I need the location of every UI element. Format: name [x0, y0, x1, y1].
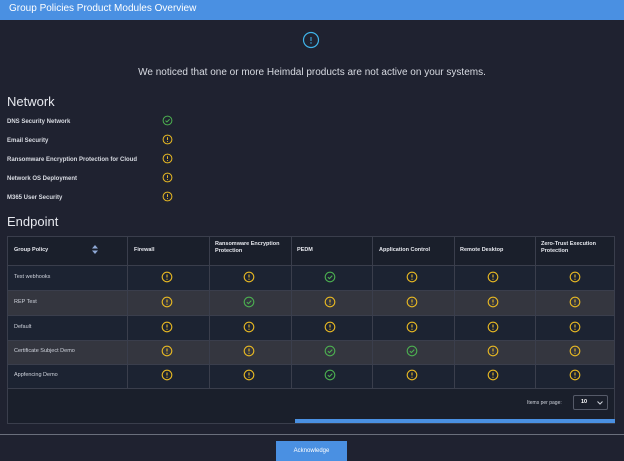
network-item: Email Security — [7, 138, 49, 144]
dialog-title: Group Policies Product Modules Overview — [9, 3, 197, 14]
page-size-select[interactable]: 10 — [573, 395, 608, 410]
title-bar — [0, 0, 624, 20]
network-item: M365 User Security — [7, 195, 63, 201]
table-row — [8, 364, 614, 389]
column-header: Ransomware Encryption Protection — [215, 241, 280, 254]
row-divider — [8, 364, 614, 365]
status-icon — [162, 172, 173, 183]
column-header: Application Control — [379, 247, 431, 253]
info-icon — [302, 31, 320, 49]
row-divider — [8, 340, 614, 341]
network-item: DNS Security Network — [7, 119, 71, 125]
dropdown-arrow — [597, 401, 603, 405]
acknowledge-button[interactable]: Acknowledge — [276, 441, 347, 461]
scrollbar[interactable] — [295, 419, 615, 423]
row-label: Test webhooks — [14, 274, 51, 280]
row-divider — [8, 265, 614, 266]
status-icon — [162, 134, 173, 145]
column-header: Zero-Trust Execution Protection — [541, 241, 597, 254]
notice-message: We noticed that one or more Heimdal prod… — [138, 67, 486, 78]
column-header[interactable]: Group Policy — [14, 247, 49, 253]
table-row — [8, 315, 614, 340]
section-heading: Endpoint — [7, 214, 59, 229]
sort-icon[interactable] — [92, 245, 98, 254]
column-header: Firewall — [134, 247, 155, 253]
col-divider — [454, 236, 455, 389]
row-label: Default — [14, 324, 32, 330]
status-grid — [161, 271, 581, 381]
row-divider — [8, 290, 614, 291]
row-divider — [8, 315, 614, 316]
network-item: Network OS Deployment — [7, 176, 78, 182]
section-heading: Network — [7, 94, 55, 109]
column-header: Remote Desktop — [460, 247, 504, 253]
network-item: Ransomware Encryption Protection for Clo… — [7, 157, 138, 163]
items-per-page-label: Items per page: — [527, 400, 562, 406]
row-label: REP Test — [14, 299, 37, 305]
table-row — [8, 340, 614, 365]
col-divider — [127, 236, 128, 389]
row-label: Certificate Subject Demo — [14, 348, 75, 354]
col-divider — [535, 236, 536, 389]
table-row — [8, 265, 614, 290]
row-divider — [8, 388, 614, 389]
col-divider — [209, 236, 210, 389]
col-divider — [291, 236, 292, 389]
col-divider — [372, 236, 373, 389]
status-icon — [162, 153, 173, 164]
status-icon — [162, 115, 173, 126]
column-header: PEDM — [297, 247, 313, 253]
footer-divider — [0, 434, 624, 435]
page-size-value: 10 — [581, 399, 588, 405]
table-row — [8, 290, 614, 315]
status-icon — [162, 191, 173, 202]
row-label: Appfencing Demo — [14, 372, 58, 378]
